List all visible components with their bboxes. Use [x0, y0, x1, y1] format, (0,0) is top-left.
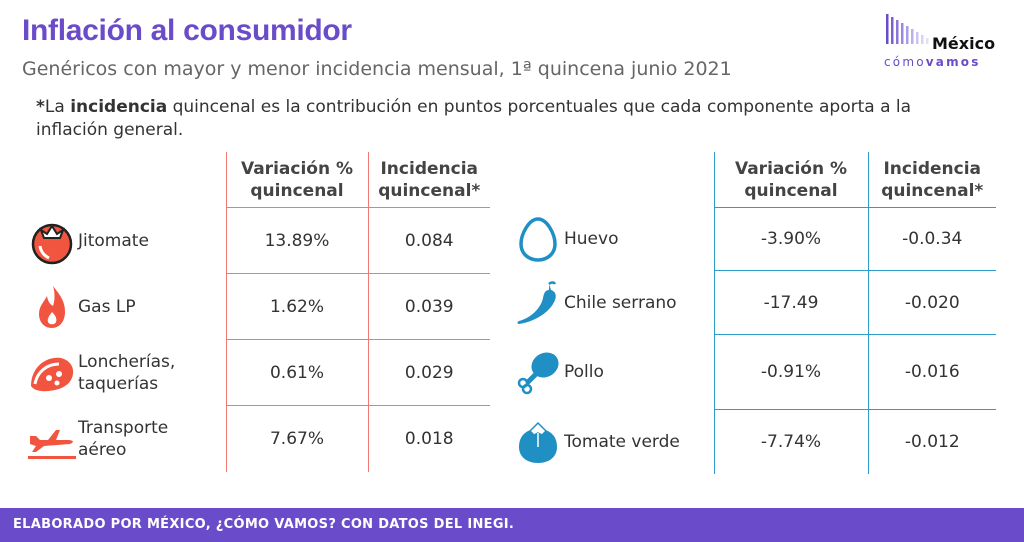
- taco-icon: [26, 347, 78, 399]
- variation-value: 0.61%: [225, 339, 369, 406]
- item-label: Gas LP: [78, 296, 136, 317]
- incidence-value: 0.018: [404, 429, 454, 449]
- page-title: Inflación al consumidor: [22, 14, 352, 47]
- chicken-leg-icon: [512, 346, 564, 398]
- incidence-note: *La incidencia quincenal es la contribuc…: [36, 97, 912, 140]
- item-label: Huevo: [564, 229, 619, 249]
- lowest-incidence-table: Variación % quincenal Incidencia quincenal…: [512, 152, 996, 474]
- logo-wordmark: México: [932, 34, 996, 53]
- flame-icon: [26, 281, 78, 333]
- table-row: Loncherías, taquerías 0.61% 0.029: [26, 339, 490, 406]
- item-label: Jitomate: [78, 230, 149, 251]
- item-label: Loncherías, taquerías: [78, 351, 176, 394]
- table-row: Pollo -0.91% -0.016: [512, 334, 996, 410]
- incidence-value: 0.084: [368, 207, 490, 274]
- variation-value: 7.67%: [225, 405, 369, 472]
- item-label: Tomate verde: [564, 431, 680, 452]
- variation-value: -17.49: [713, 270, 869, 335]
- page-subtitle: Genéricos con mayor y menor incidencia m…: [22, 58, 732, 80]
- table-row: Chile serrano -17.49 -0.020: [512, 270, 996, 335]
- table-row: Huevo -3.90% -0.0.34: [512, 207, 996, 271]
- tomato-icon: [26, 215, 78, 267]
- variation-value: 1.62%: [225, 273, 369, 340]
- green-tomato-icon: [512, 416, 564, 468]
- item-label: Pollo: [564, 362, 604, 382]
- variation-header: Variación % quincenal: [713, 152, 869, 208]
- incidence-header: Incidencia quincenal*: [368, 152, 490, 208]
- airplane-icon: [26, 413, 78, 465]
- highest-incidence-table: Variación % quincenal Incidencia quincenal…: [26, 152, 490, 472]
- incidence-value: -0.020: [868, 270, 996, 335]
- mexico-como-vamos-logo: México cómovamos: [880, 12, 1010, 72]
- incidence-value: -0.012: [904, 432, 960, 452]
- variation-value: -7.74%: [713, 409, 869, 474]
- table-row: Tomate verde -7.74% -0.012: [512, 409, 996, 474]
- variation-value: -0.91%: [713, 334, 869, 410]
- logo-tagline: cómovamos: [884, 55, 981, 69]
- table-row: Transporte aéreo 7.67% 0.018: [26, 405, 490, 472]
- table-row: Gas LP 1.62% 0.039: [26, 273, 490, 340]
- incidence-value: -0.016: [868, 334, 996, 410]
- incidence-value: -0.0.34: [868, 207, 996, 271]
- variation-value: 13.89%: [225, 207, 369, 274]
- item-label: Chile serrano: [564, 292, 677, 313]
- variation-value: -3.90%: [713, 207, 869, 271]
- table-row: Jitomate 13.89% 0.084: [26, 207, 490, 274]
- variation-header: Variación % quincenal: [225, 152, 369, 208]
- source-footer: ELABORADO POR MÉXICO, ¿CÓMO VAMOS? CON D…: [0, 508, 1024, 542]
- incidence-value: 0.029: [368, 339, 490, 406]
- bars-logo-icon: [886, 14, 929, 44]
- incidence-header: Incidencia quincenal*: [868, 152, 996, 208]
- incidence-value: 0.039: [368, 273, 490, 340]
- chili-pepper-icon: [512, 277, 564, 329]
- item-label: Transporte aéreo: [78, 417, 169, 460]
- egg-icon: [512, 213, 564, 265]
